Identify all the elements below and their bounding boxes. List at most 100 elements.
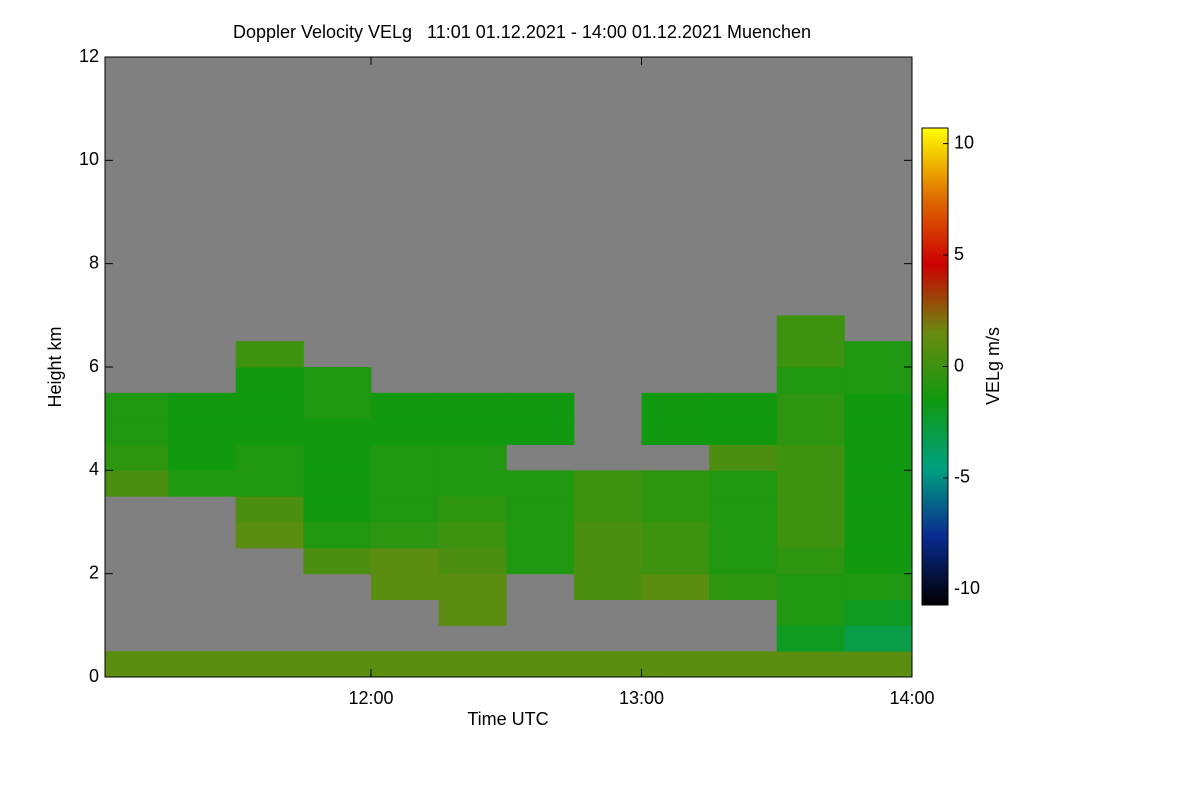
heatmap-cell xyxy=(709,470,778,497)
heatmap-cell xyxy=(235,496,304,523)
heatmap-cell xyxy=(370,573,440,600)
heatmap-cell xyxy=(844,522,912,549)
heatmap-cell xyxy=(709,522,778,549)
heatmap-cell xyxy=(438,599,507,626)
y-tick-label: 4 xyxy=(89,459,99,479)
heatmap-cell xyxy=(573,547,642,575)
heatmap-cell xyxy=(303,367,372,394)
heatmap-cell xyxy=(776,444,845,471)
heatmap-cell xyxy=(844,573,912,600)
heatmap-cell xyxy=(641,470,710,497)
heatmap-cell xyxy=(844,444,912,471)
heatmap-cell xyxy=(776,599,845,626)
heatmap-cell xyxy=(303,470,372,497)
heatmap-cell xyxy=(303,392,372,420)
heatmap-cell xyxy=(776,625,845,652)
heatmap-cell xyxy=(438,418,507,445)
heatmap-cell xyxy=(438,496,507,523)
heatmap-cell xyxy=(776,496,845,523)
heatmap-cell xyxy=(506,651,575,677)
heatmap-cell xyxy=(844,625,912,652)
heatmap-cell xyxy=(235,651,304,677)
heatmap-cell xyxy=(105,392,169,420)
heatmap-cell xyxy=(235,392,304,420)
heatmap-cell xyxy=(641,573,710,600)
heatmap-cell xyxy=(370,470,440,497)
heatmap-cell xyxy=(105,418,169,445)
heatmap-cell xyxy=(844,470,912,497)
colorbar-tick-label: 5 xyxy=(954,244,964,264)
heatmap-cell xyxy=(776,341,845,368)
heatmap-cell xyxy=(235,418,304,445)
heatmap-cell xyxy=(370,651,440,677)
heatmap-cell xyxy=(776,522,845,549)
heatmap-cell xyxy=(506,496,575,523)
heatmap-cell xyxy=(776,418,845,445)
heatmap-cell xyxy=(709,651,778,677)
heatmap-cell xyxy=(573,522,642,549)
heatmap-cell xyxy=(844,547,912,575)
heatmap-cell xyxy=(370,547,440,575)
heatmap-cell xyxy=(438,651,507,677)
heatmap-cell xyxy=(235,470,304,497)
heatmap-cell xyxy=(844,599,912,626)
x-tick-label: 12:00 xyxy=(348,688,393,708)
y-tick-label: 6 xyxy=(89,356,99,376)
y-tick-label: 8 xyxy=(89,252,99,272)
heatmap-cell xyxy=(105,651,169,677)
heatmap-cell xyxy=(438,522,507,549)
heatmap-cell xyxy=(844,341,912,368)
colorbar-tick-label: 0 xyxy=(954,355,964,375)
heatmap-cell xyxy=(709,547,778,575)
chart-title: Doppler Velocity VELg 11:01 01.12.2021 -… xyxy=(233,22,811,42)
heatmap-cell xyxy=(370,418,440,445)
heatmap-cell xyxy=(506,470,575,497)
y-tick-label: 0 xyxy=(89,666,99,686)
heatmap-cell xyxy=(168,470,237,497)
heatmap-cell xyxy=(168,444,237,471)
colorbar-label: VELg m/s xyxy=(983,327,1003,405)
heatmap-cell xyxy=(370,392,440,420)
heatmap-cell xyxy=(303,444,372,471)
heatmap-cell xyxy=(235,341,304,368)
x-axis-label: Time UTC xyxy=(467,709,548,729)
heatmap-cell xyxy=(303,547,372,575)
heatmap-cell xyxy=(844,418,912,445)
heatmap-cell xyxy=(235,367,304,394)
heatmap-cell xyxy=(844,651,912,677)
heatmap-cell xyxy=(709,573,778,600)
heatmap-cell xyxy=(573,573,642,600)
heatmap-cell xyxy=(573,470,642,497)
heatmap-cell xyxy=(370,496,440,523)
heatmap-cell xyxy=(641,392,710,420)
heatmap-cell xyxy=(438,392,507,420)
heatmap-cell xyxy=(776,573,845,600)
heatmap-cell xyxy=(438,444,507,471)
heatmap-cell xyxy=(235,522,304,549)
x-tick-label: 13:00 xyxy=(619,688,664,708)
heatmap-cell xyxy=(776,651,845,677)
x-tick-label: 14:00 xyxy=(889,688,934,708)
heatmap-cell xyxy=(438,547,507,575)
heatmap-cell xyxy=(438,573,507,600)
heatmap-cell xyxy=(709,496,778,523)
heatmap-cell xyxy=(573,496,642,523)
y-axis-label: Height km xyxy=(45,326,65,407)
heatmap-cell xyxy=(641,418,710,445)
heatmap-cell xyxy=(641,547,710,575)
heatmap-cell xyxy=(641,496,710,523)
heatmap-cell xyxy=(506,547,575,575)
heatmap-cell xyxy=(168,392,237,420)
colorbar-tick-label: -10 xyxy=(954,578,980,598)
heatmap-cell xyxy=(303,651,372,677)
heatmap-cell xyxy=(370,522,440,549)
heatmap-cell xyxy=(506,418,575,445)
heatmap-cell xyxy=(709,418,778,445)
heatmap-cell xyxy=(235,444,304,471)
y-tick-label: 10 xyxy=(79,149,99,169)
heatmap-cell xyxy=(709,392,778,420)
heatmap-cell xyxy=(776,367,845,394)
heatmap-cell xyxy=(776,547,845,575)
heatmap-cell xyxy=(506,522,575,549)
